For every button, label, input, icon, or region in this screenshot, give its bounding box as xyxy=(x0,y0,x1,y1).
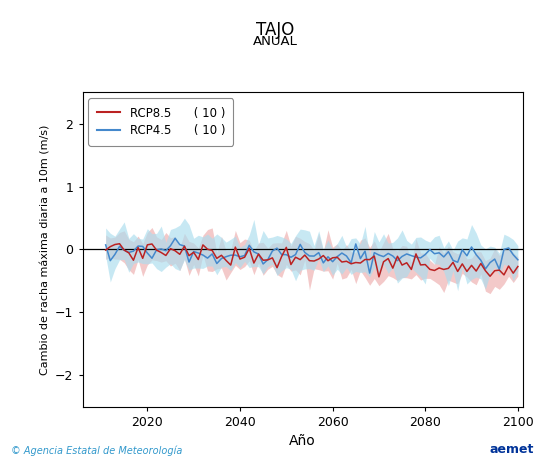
Legend: RCP8.5      ( 10 ), RCP4.5      ( 10 ): RCP8.5 ( 10 ), RCP4.5 ( 10 ) xyxy=(89,98,234,146)
Text: aemet: aemet xyxy=(489,444,534,456)
Text: © Agencia Estatal de Meteorología: © Agencia Estatal de Meteorología xyxy=(11,446,183,456)
Y-axis label: Cambio de racha máxima diaria a 10m (m/s): Cambio de racha máxima diaria a 10m (m/s… xyxy=(41,124,51,375)
Text: ANUAL: ANUAL xyxy=(252,35,298,48)
X-axis label: Año: Año xyxy=(289,434,316,448)
Text: TAJO: TAJO xyxy=(256,21,294,39)
